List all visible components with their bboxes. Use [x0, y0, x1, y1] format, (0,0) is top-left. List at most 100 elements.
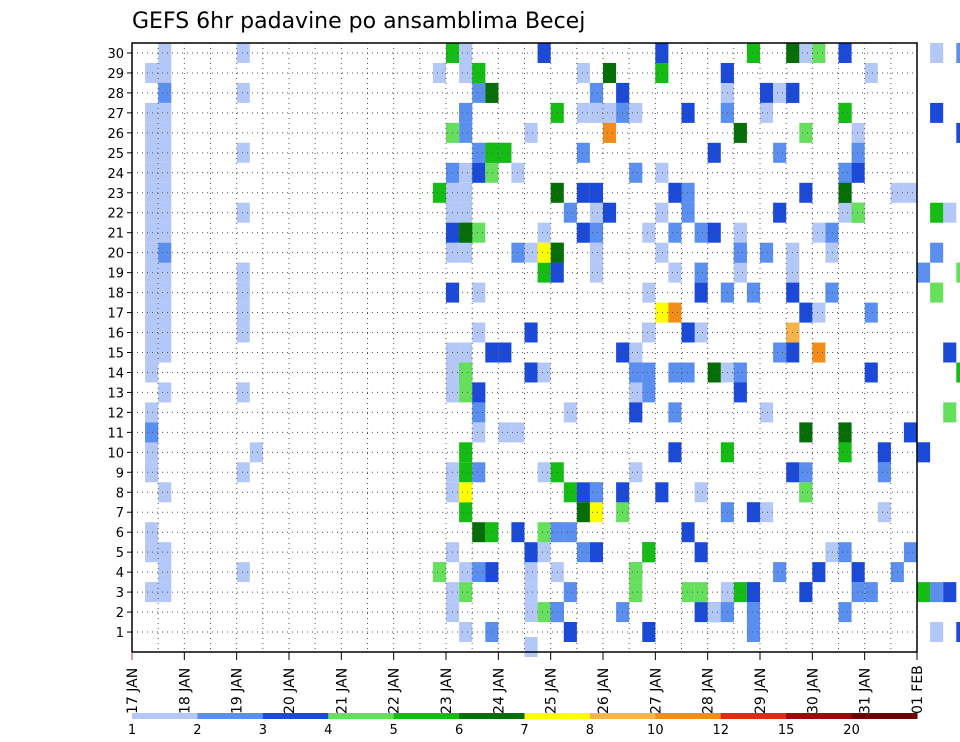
cell: [158, 302, 172, 323]
cell: [681, 322, 695, 343]
cell: [158, 162, 172, 183]
cell: [459, 502, 473, 523]
colorbar-label: 5: [390, 723, 398, 738]
cell: [603, 102, 617, 123]
cell: [838, 202, 852, 223]
y-tick-label: 20: [107, 247, 124, 262]
cell: [236, 82, 250, 103]
cell: [930, 582, 944, 603]
cell: [236, 202, 250, 223]
cell: [838, 542, 852, 563]
cell: [472, 422, 486, 443]
y-tick-label: 21: [107, 227, 124, 242]
cell: [877, 462, 891, 483]
cell: [236, 382, 250, 403]
y-tick-label: 13: [107, 386, 124, 401]
colorbar-swatch: [655, 713, 722, 719]
cell: [145, 582, 159, 603]
cell: [459, 362, 473, 383]
cell: [760, 402, 774, 423]
cell: [694, 602, 708, 623]
cell: [236, 462, 250, 483]
cell: [459, 382, 473, 403]
colorbar-swatch: [459, 713, 525, 719]
colorbar-label: 8: [586, 723, 594, 738]
y-tick-label: 25: [107, 147, 124, 162]
cell: [655, 302, 669, 323]
cell: [851, 162, 865, 183]
y-tick-label: 22: [107, 207, 124, 222]
cell: [825, 242, 839, 263]
cell: [799, 582, 813, 603]
cell: [459, 63, 473, 83]
cell: [498, 422, 512, 443]
y-tick-label: 11: [107, 426, 124, 441]
cell: [537, 362, 551, 383]
cell: [459, 43, 473, 63]
cell: [642, 622, 656, 642]
cell: [903, 422, 917, 443]
cell: [524, 562, 538, 583]
y-tick-label: 7: [116, 506, 124, 521]
cell: [629, 362, 643, 383]
cell: [145, 362, 159, 383]
cell: [145, 542, 159, 563]
cell: [877, 442, 891, 463]
cell: [472, 322, 486, 343]
cell: [145, 322, 159, 343]
cell: [799, 302, 813, 323]
cell: [158, 63, 172, 83]
cell: [145, 222, 159, 243]
cell: [158, 582, 172, 603]
x-tick-label: 20 JAN: [282, 668, 298, 714]
cell: [472, 402, 486, 423]
cell: [576, 502, 590, 523]
colorbar-label: 10: [647, 723, 664, 738]
cell: [158, 102, 172, 123]
colorbar-swatch: [524, 713, 591, 719]
cell: [930, 622, 944, 642]
cell: [537, 262, 551, 283]
cell: [524, 637, 538, 657]
y-tick-label: 26: [107, 127, 124, 142]
cell: [472, 522, 486, 543]
x-axis: 17 JAN 18 JAN 19 JAN 20 JAN 21 JAN 22 JAN 23 J…: [125, 652, 926, 714]
y-tick-label: 19: [107, 267, 124, 282]
cell: [145, 262, 159, 283]
cell: [158, 182, 172, 203]
cell: [485, 522, 499, 543]
cell: [589, 102, 603, 123]
cell: [943, 342, 957, 363]
y-tick-label: 1: [116, 626, 124, 641]
cell: [236, 322, 250, 343]
cell: [589, 542, 603, 563]
cell: [773, 82, 787, 103]
cell: [158, 43, 172, 63]
cell: [158, 542, 172, 563]
cell: [746, 282, 760, 303]
cell: [903, 542, 917, 563]
cell: [799, 43, 813, 63]
cell: [746, 582, 760, 603]
cell: [459, 162, 473, 183]
plot-frame: [131, 42, 918, 653]
cell: [668, 182, 682, 203]
y-tick-label: 6: [116, 526, 124, 541]
cell: [773, 342, 787, 363]
cell: [472, 82, 486, 103]
x-tick-label: 24 JAN: [491, 668, 507, 714]
cell: [459, 342, 473, 363]
cell: [145, 182, 159, 203]
cell: [694, 282, 708, 303]
cell: [249, 442, 263, 463]
cell: [459, 562, 473, 583]
y-tick-label: 9: [116, 466, 124, 481]
cell: [537, 542, 551, 563]
cell: [589, 502, 603, 523]
cell: [681, 362, 695, 383]
cell: [524, 322, 538, 343]
cell: [498, 142, 512, 163]
x-tick-label: 21 JAN: [334, 668, 350, 714]
cell: [681, 582, 695, 603]
cell: [459, 582, 473, 603]
